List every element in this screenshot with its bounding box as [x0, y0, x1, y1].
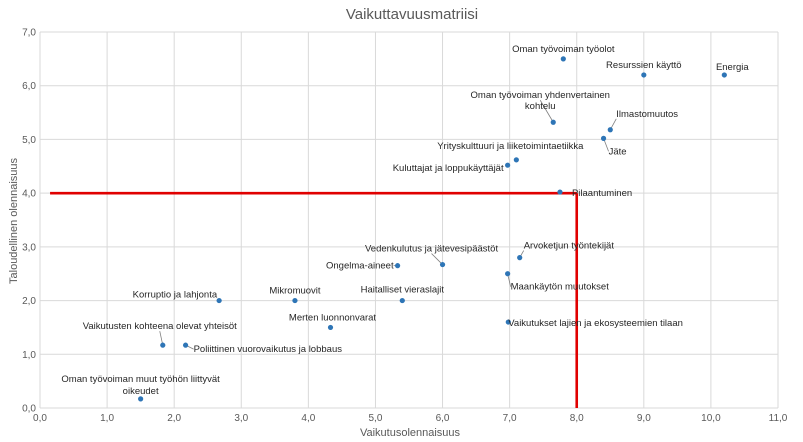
data-point [721, 72, 727, 78]
data-label: Vaikutukset lajien ja ekosysteemien tila… [508, 318, 683, 329]
data-label: Pilaantuminen [572, 188, 632, 199]
gridlines [39, 31, 779, 409]
data-point [216, 297, 222, 304]
data-label: Yrityskulttuuri ja liiketoimintaetiikka [437, 141, 584, 152]
data-label: Resurssien käyttö [606, 60, 682, 71]
data-label: Mikromuovit [269, 286, 321, 297]
x-tick-label: 1,0 [100, 413, 114, 424]
data-label: Ongelma-aineet [326, 261, 394, 272]
data-label: Merten luonnonvarat [289, 312, 376, 323]
y-axis-ticks: 0,0 1,0 2,0 3,0 4,0 5,0 6,0 7,0 [22, 28, 36, 415]
x-tick-label: 11,0 [769, 413, 788, 424]
x-tick-label: 10,0 [701, 413, 721, 424]
data-label: Korruptio ja lahjonta [133, 290, 218, 301]
data-label: Haitalliset vieraslajit [361, 285, 445, 296]
data-label: Oman työvoiman yhdenvertainen kohtelu [471, 90, 610, 112]
y-axis-title: Taloudellinen olennaisuus [8, 158, 20, 284]
data-label: Oman työvoiman työolot [512, 44, 615, 55]
data-point [560, 56, 566, 62]
data-point [399, 297, 405, 304]
data-point [557, 189, 563, 195]
data-labels: Oman työvoiman työolot Resurssien käyttö E… [61, 44, 749, 397]
data-point [327, 324, 334, 331]
data-label: Maankäytön muutokset [511, 282, 610, 293]
data-label: Jäte [609, 146, 627, 157]
chart-title: Vaikuttavuusmatriisi [346, 6, 478, 23]
data-label: Ilmastomuutos [616, 109, 678, 120]
leader-line [539, 100, 554, 123]
data-label: Energia [716, 62, 749, 73]
y-tick-label: 0,0 [22, 404, 36, 415]
data-point [182, 342, 189, 348]
x-tick-label: 5,0 [369, 413, 383, 424]
data-point [505, 162, 511, 168]
data-point [600, 135, 607, 141]
data-label: Arvoketjun työntekijät [524, 241, 615, 252]
data-point [292, 297, 298, 304]
x-tick-label: 6,0 [436, 413, 450, 424]
data-label: Kuluttajat ja loppukäyttäjät [393, 163, 504, 174]
x-tick-label: 2,0 [167, 413, 181, 424]
x-tick-label: 4,0 [301, 413, 315, 424]
y-tick-label: 3,0 [22, 242, 36, 253]
x-tick-label: 0,0 [33, 413, 47, 424]
data-point [513, 157, 519, 163]
data-point [550, 119, 556, 125]
data-point [439, 261, 446, 268]
data-point [505, 271, 511, 277]
data-label: Oman työvoiman muut työhön liittyvät oike… [61, 374, 220, 397]
y-tick-label: 7,0 [22, 28, 36, 39]
label-leader-lines [159, 100, 617, 350]
data-point [394, 263, 401, 269]
data-point [505, 319, 511, 325]
data-point [641, 72, 647, 78]
data-label: Vedenkulutus ja jätevesipäästöt [365, 244, 498, 255]
y-tick-label: 4,0 [22, 189, 36, 200]
data-point [160, 342, 166, 348]
threshold-lines [50, 191, 579, 408]
x-tick-label: 3,0 [234, 413, 248, 424]
y-tick-label: 2,0 [22, 296, 36, 307]
y-tick-label: 6,0 [22, 81, 36, 92]
x-tick-label: 9,0 [637, 413, 651, 424]
data-point [517, 255, 523, 261]
data-points [138, 56, 727, 402]
y-tick-label: 1,0 [22, 350, 36, 361]
x-axis-ticks: 0,0 1,0 2,0 3,0 4,0 5,0 6,0 7,0 8,0 9,0 10,0 11,0 [33, 413, 788, 424]
data-label: Poliittinen vuorovaikutus ja lobbaus [194, 344, 343, 355]
data-point [607, 127, 613, 133]
y-tick-label: 5,0 [22, 135, 36, 146]
data-label: Vaikutusten kohteena olevat yhteisöt [83, 321, 237, 332]
data-point [138, 396, 144, 402]
x-axis-title: Vaikutusolennaisuus [360, 427, 461, 439]
x-tick-label: 7,0 [503, 413, 517, 424]
x-tick-label: 8,0 [570, 413, 584, 424]
